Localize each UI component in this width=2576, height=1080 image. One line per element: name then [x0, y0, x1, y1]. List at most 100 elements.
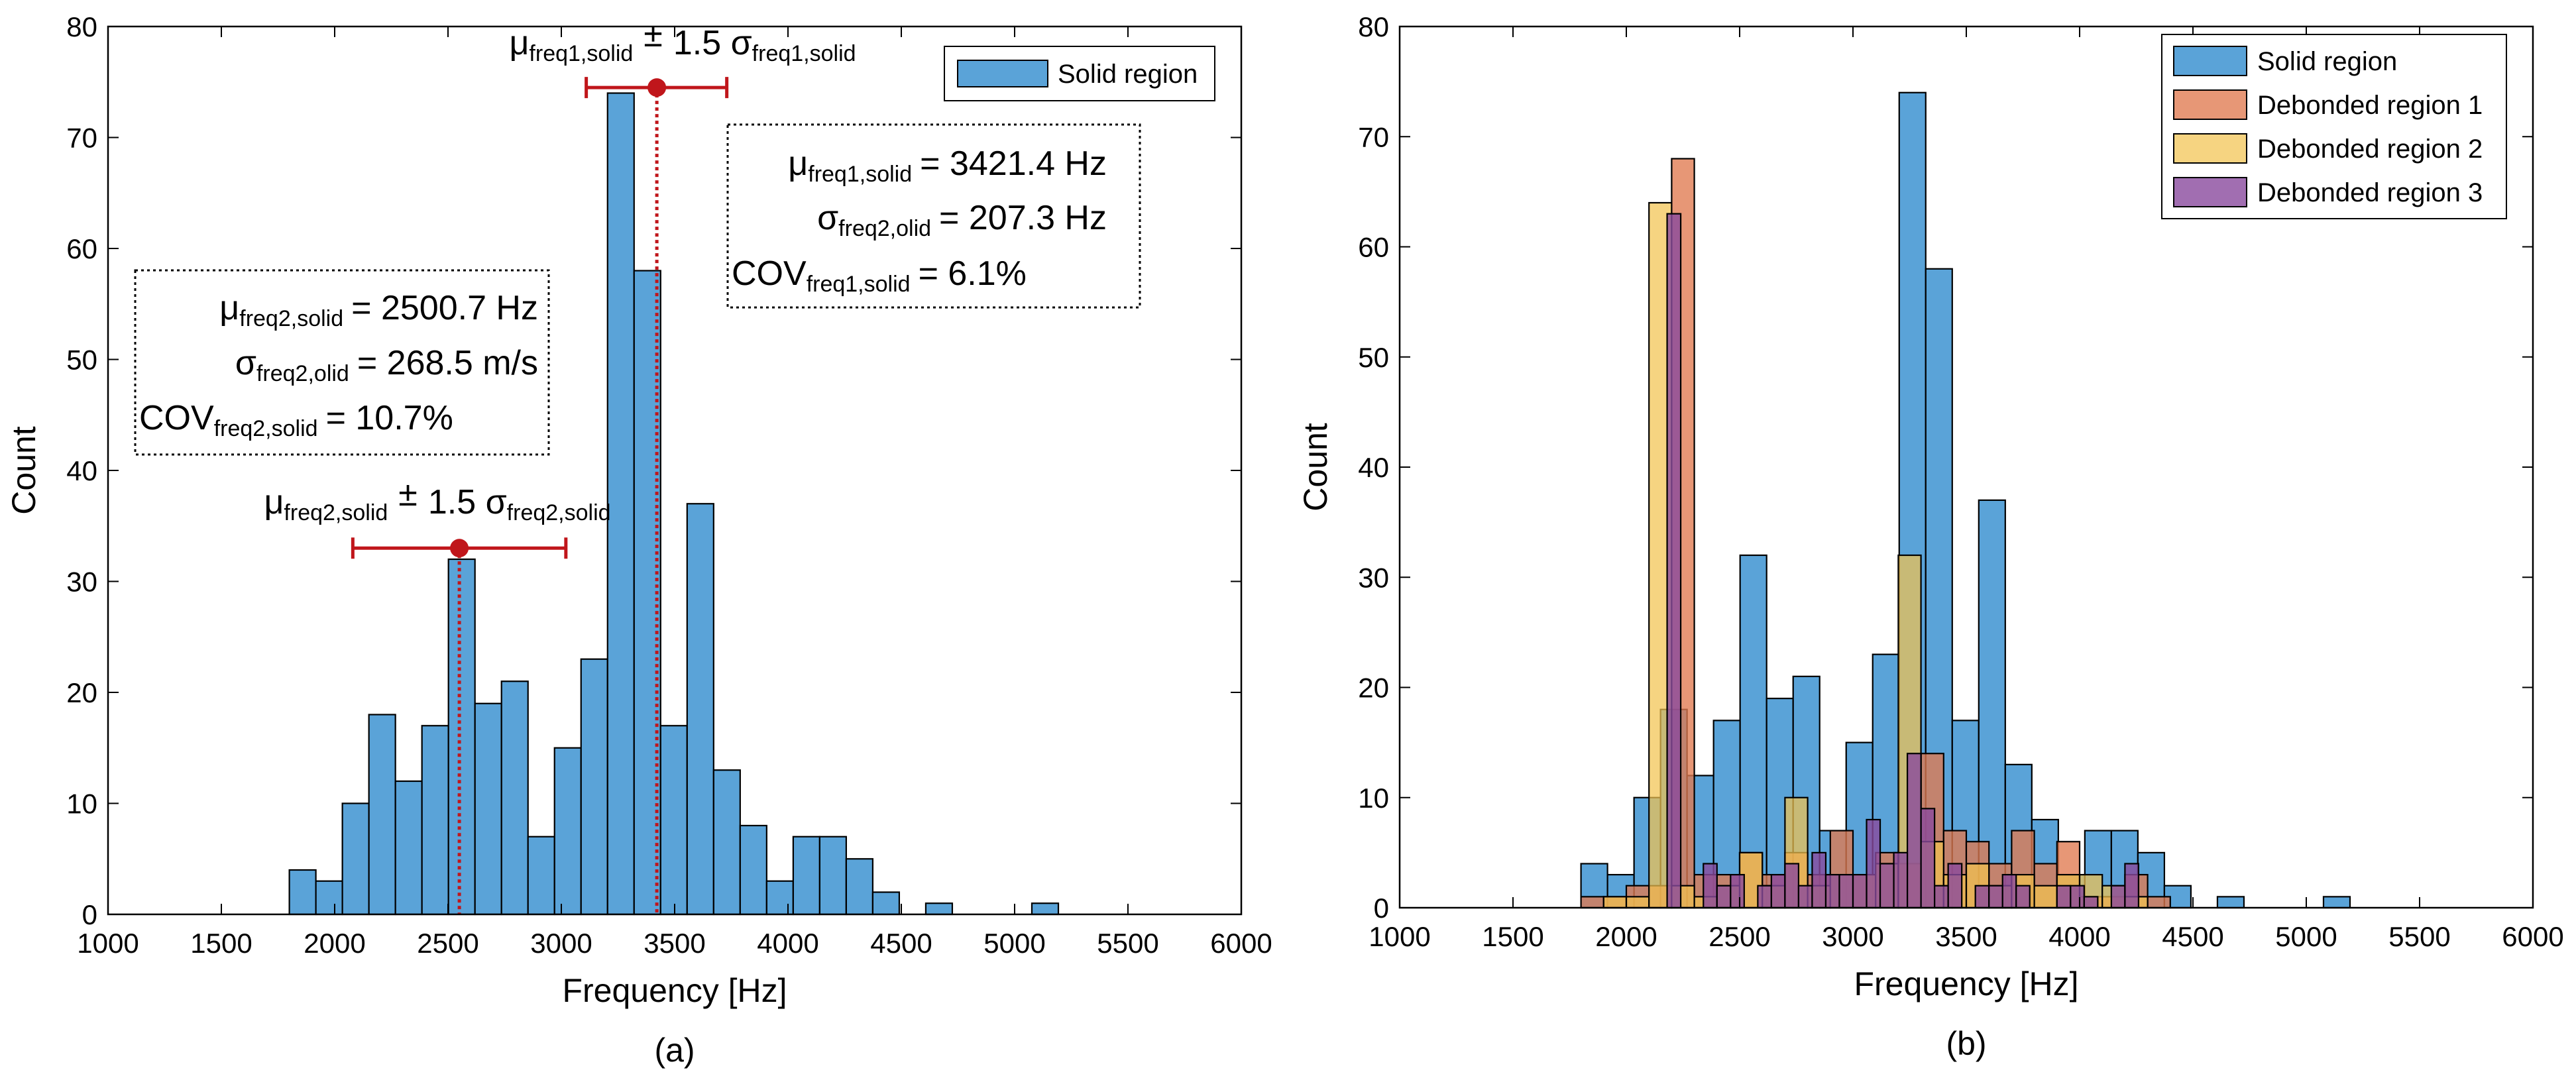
cov-subscript: freq1,solid [807, 272, 911, 297]
sigma-value: = 268.5 m/s [357, 344, 538, 382]
stats-box-frame [726, 123, 1141, 309]
bar-debonded-region-3 [2015, 885, 2031, 909]
plus-minus: ± [644, 16, 663, 54]
mean-marker [647, 78, 667, 97]
bar-debonded-region-3 [1703, 863, 1718, 909]
y-axis-label: Count [5, 426, 42, 515]
bar-solid-region [527, 836, 555, 916]
x-tick-label: 2000 [304, 928, 365, 959]
solid-region-bars [288, 92, 1060, 916]
y-tick-label: 30 [1358, 562, 1389, 593]
stats-cov-line: COVfreq2,solid = 10.7% [139, 399, 453, 441]
bar-solid-region [1739, 554, 1767, 909]
x-axis-label: Frequency [Hz] [1854, 965, 2078, 1002]
mu-subscript: freq1,solid [529, 41, 633, 66]
bar-debonded-region-3 [1730, 874, 1745, 909]
bar-solid-region [553, 747, 582, 916]
y-tick-label: 50 [66, 345, 97, 376]
bar-solid-region [500, 680, 529, 916]
y-tick-label: 10 [1358, 783, 1389, 814]
bar-debonded-region-3 [1974, 885, 1990, 909]
bar-debonded-region-3 [1988, 885, 2003, 909]
panel-a: 1000 1500 2000 2500 3000 3500 4000 4500 5000 5500… [5, 11, 1272, 1069]
bar-debonded-region-3 [1811, 851, 1827, 909]
sigma-subscript: freq2,olid [838, 216, 931, 241]
bar-debonded-region-3 [1947, 863, 1963, 909]
legend-label-debonded-region-2: Debonded region 2 [2257, 135, 2483, 164]
bar-debonded-region-3 [1666, 213, 1682, 909]
bar-debonded-region-3 [2056, 885, 2072, 909]
bar-debonded-region-2 [1602, 896, 1628, 909]
sigma-value: = 207.3 Hz [939, 199, 1107, 237]
y-tick-label: 20 [66, 677, 97, 708]
panel-b: 1000 1500 2000 2500 3000 3500 4000 4500 5000 5500… [1297, 11, 2564, 1062]
mean-markers [351, 77, 729, 914]
bar-solid-region [712, 769, 741, 916]
legend: Solid region [944, 46, 1215, 101]
sigma-symbol: 1.5 σ [673, 24, 752, 62]
x-tick-label: 6000 [1210, 928, 1272, 959]
y-tick-label: 80 [1358, 11, 1389, 42]
legend-label-debonded-region-3: Debonded region 3 [2257, 178, 2483, 207]
mu-subscript: freq2,solid [284, 500, 388, 525]
bar-debonded-region-3 [2110, 885, 2126, 909]
stats-box-freq2: μfreq2,solid = 2500.7 Hz σfreq2,olid = 268… [134, 269, 550, 456]
stats-sigma-line: σfreq2,olid = 268.5 m/s [235, 344, 538, 386]
bar-debonded-region-3 [1757, 885, 1772, 909]
axis-ticks: 1000 1500 2000 2500 3000 3500 4000 4500 5000 5500… [1358, 11, 2563, 952]
sigma-symbol: σ [817, 199, 838, 237]
y-tick-label: 70 [1358, 121, 1389, 152]
bar-debonded-region-3 [2083, 896, 2099, 909]
sigma-subscript: freq2,solid [507, 500, 611, 525]
stats-box-frame [134, 269, 550, 456]
bar-solid-region [2216, 896, 2245, 909]
bar-debonded-region-1 [2147, 896, 2171, 909]
bar-solid-region [686, 503, 714, 916]
bar-debonded-region-3 [1784, 863, 1800, 909]
y-tick-label: 60 [66, 233, 97, 264]
bar-solid-region [924, 902, 954, 916]
x-tick-label: 4500 [2162, 921, 2223, 952]
x-tick-label: 5000 [983, 928, 1045, 959]
y-tick-label: 30 [66, 567, 97, 598]
cov-symbol: COV [139, 399, 214, 437]
sigma-symbol: σ [235, 344, 256, 382]
bar-solid-region [421, 725, 449, 916]
bar-solid-region [580, 658, 608, 916]
bar-debonded-region-3 [2001, 874, 2017, 909]
legend: Solid region Debonded region 1 Debonded re… [2161, 34, 2507, 219]
bar-debonded-region-2 [2033, 885, 2058, 909]
x-axis-label: Frequency [Hz] [562, 972, 787, 1009]
bar-solid-region [368, 714, 396, 916]
x-tick-label: 3500 [1935, 921, 1997, 952]
bar-solid-region [606, 92, 635, 916]
y-tick-label: 50 [1358, 342, 1389, 373]
sigma-symbol: 1.5 σ [428, 483, 507, 521]
bar-solid-region [792, 836, 820, 916]
panel-caption: (a) [654, 1032, 695, 1069]
bar-debonded-region-3 [1934, 885, 1949, 909]
panel-caption: (b) [1946, 1025, 1986, 1062]
x-tick-label: 4000 [757, 928, 818, 959]
legend-label-solid-region: Solid region [1058, 60, 1198, 89]
legend-label-solid-region: Solid region [2257, 47, 2397, 76]
bar-solid-region [765, 880, 794, 916]
bar-solid-region [1031, 902, 1060, 916]
y-tick-label: 0 [82, 899, 97, 930]
bar-debonded-region-3 [1893, 851, 1909, 909]
x-tick-label: 4000 [2048, 921, 2110, 952]
legend-swatch-debonded-region-2 [2173, 133, 2247, 164]
bar-solid-region [1978, 499, 2006, 909]
stats-sigma-line: σfreq2,olid = 207.3 Hz [817, 199, 1107, 241]
bar-debonded-region-3 [1906, 753, 1922, 909]
bar-solid-region [288, 869, 317, 916]
bar-debonded-region-3 [1838, 874, 1854, 909]
x-tick-label: 1000 [77, 928, 139, 959]
bar-debonded-region-3 [2124, 863, 2140, 909]
x-tick-label: 5500 [1097, 928, 1158, 959]
mu-symbol: μ [509, 24, 529, 62]
bar-solid-region [818, 836, 847, 916]
stats-mean-line: μfreq2,solid = 2500.7 Hz [219, 289, 538, 331]
bar-debonded-region-3 [1852, 874, 1868, 909]
x-tick-label: 2500 [417, 928, 478, 959]
